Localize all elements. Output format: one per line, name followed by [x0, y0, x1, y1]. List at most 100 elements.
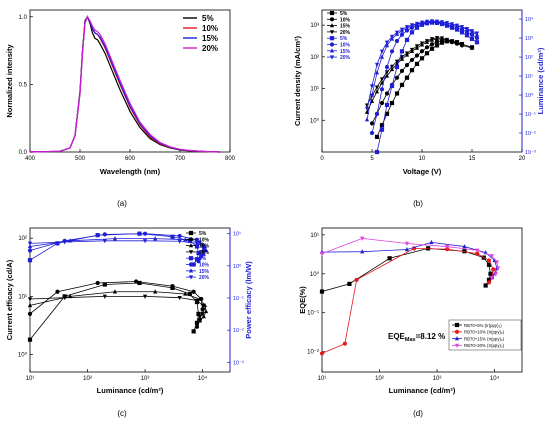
x-tick-label: 10³: [141, 376, 150, 382]
x-tick-label: 500: [75, 156, 86, 162]
data-point: [137, 280, 142, 286]
data-point: [197, 314, 203, 320]
data-point: [364, 117, 370, 122]
panel-c: 10¹ 10² 10³ 10⁴ 10⁰ 10¹ 10² 10⁻³ 10⁻² 10⁻¹ 10⁰ 10¹ L…: [5, 227, 253, 418]
data-point: [414, 61, 420, 66]
data-point: [434, 39, 440, 44]
legend-label: 10%: [199, 263, 210, 269]
y-tick-label-right: 10⁻¹: [233, 296, 244, 302]
spectrum-line: [29, 15, 221, 153]
data-point: [454, 23, 460, 28]
series-line: [29, 282, 199, 340]
x-tick-label: 20: [519, 156, 526, 162]
y-tick-label-right: 10¹: [525, 74, 533, 80]
series-line: [29, 15, 221, 153]
eqe-max-annotation: EQEMax=8.12 %: [388, 332, 445, 343]
data-point: [469, 45, 475, 51]
y-tick-label-right: 10²: [525, 55, 533, 61]
y-tick-label: 10¹: [310, 233, 319, 239]
data-point: [404, 51, 410, 56]
data-point: [134, 279, 139, 284]
data-point: [464, 27, 470, 32]
data-point: [409, 68, 415, 73]
data-point: [202, 243, 208, 249]
series-line: [366, 21, 478, 120]
data-point: [374, 70, 380, 75]
legend-marker: [329, 30, 335, 35]
series-line: [29, 15, 221, 153]
data-point: [389, 66, 395, 72]
data-point: [384, 40, 390, 45]
spectrum-line: [29, 15, 221, 153]
data-point: [394, 59, 400, 64]
data-point: [347, 281, 352, 286]
series-line: [321, 247, 491, 292]
data-point: [194, 324, 200, 329]
data-point: [384, 91, 390, 96]
data-point: [177, 239, 182, 244]
data-point: [197, 252, 203, 257]
data-point: [404, 75, 410, 80]
data-point: [379, 49, 385, 54]
legend-marker: [188, 256, 194, 261]
y-tick-label: 0.0: [19, 150, 28, 156]
series: [319, 246, 496, 356]
data-point: [197, 255, 203, 260]
data-point: [424, 19, 430, 24]
data-point: [194, 244, 200, 249]
y-tick-label-right: 10⁴: [525, 16, 534, 23]
data-point: [200, 250, 205, 255]
panel-label: (d): [413, 409, 423, 418]
series-line: [29, 15, 221, 153]
legend-marker: [454, 336, 460, 341]
data-point: [419, 56, 425, 61]
data-point: [419, 41, 425, 46]
data-point: [389, 49, 395, 54]
data-point: [379, 123, 385, 128]
data-point: [462, 244, 467, 249]
data-point: [153, 236, 158, 241]
y-axis-label: Current efficacy (cd/A): [5, 259, 14, 340]
data-point: [203, 308, 209, 314]
data-point: [459, 41, 465, 47]
data-point: [354, 277, 359, 282]
data-point: [55, 241, 60, 246]
data-point: [449, 39, 455, 44]
series: [27, 231, 201, 267]
data-point: [384, 102, 390, 108]
x-axis-label: Luminance (cd/m²): [97, 386, 164, 395]
data-point: [170, 284, 175, 289]
y-tick-label: 10⁰: [18, 352, 28, 359]
data-point: [194, 298, 200, 303]
data-point: [369, 84, 375, 89]
x-tick-label: 10³: [433, 376, 442, 382]
data-point: [491, 267, 496, 272]
data-point: [469, 29, 475, 34]
data-point: [469, 36, 475, 42]
data-point: [200, 312, 205, 317]
data-point: [409, 23, 415, 28]
data-point: [153, 289, 158, 294]
legend: RB70+5% (Ir(ppy)₃)RB70+10% (Ir(ppy)₃)RB7…: [448, 319, 522, 351]
data-point: [409, 57, 415, 63]
data-point: [68, 293, 73, 299]
data-point: [399, 68, 405, 74]
spectrum-line: [29, 15, 221, 153]
series: [27, 231, 206, 264]
legend-label: 15%: [199, 269, 210, 275]
data-point: [434, 19, 440, 24]
data-point: [379, 54, 385, 59]
data-point: [384, 64, 390, 70]
data-point: [414, 53, 420, 58]
data-point: [27, 302, 33, 308]
y-tick-label-right: 10⁰: [525, 92, 534, 99]
data-point: [399, 82, 405, 88]
legend-label: RB70+20% (Ir(ppy)₃): [464, 343, 505, 348]
y-tick-label: 10⁻¹: [307, 311, 319, 317]
legend-marker: [188, 268, 194, 273]
series-line: [29, 295, 205, 317]
y-tick-label: 0.5: [19, 82, 28, 88]
legend-label: 5%: [202, 14, 214, 23]
data-point: [384, 73, 390, 78]
